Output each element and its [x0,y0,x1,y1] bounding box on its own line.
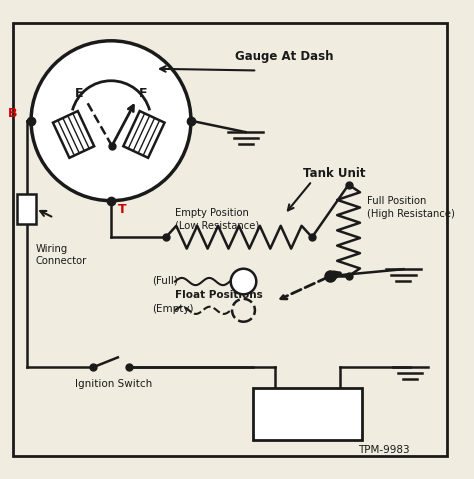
Bar [123,111,164,158]
Text: Wiring
Connector: Wiring Connector [36,244,87,266]
Text: (Empty): (Empty) [152,304,194,314]
Text: Ignition Switch: Ignition Switch [75,379,152,389]
Circle shape [231,269,256,294]
Text: E: E [75,87,83,100]
Text: Full Position
(High Resistance): Full Position (High Resistance) [367,196,455,219]
Bar [253,388,362,441]
Text: B: B [8,107,18,120]
Circle shape [31,41,191,201]
Text: Battery: Battery [281,408,334,421]
Text: Tank Unit: Tank Unit [303,167,365,180]
Bar [18,194,36,224]
Bar [53,111,94,158]
Text: (Full): (Full) [152,275,178,285]
Text: Float Positions: Float Positions [175,290,263,300]
Text: Empty Position
(Low Resistance): Empty Position (Low Resistance) [175,208,259,230]
Text: F: F [139,87,147,100]
Text: T: T [118,203,127,217]
Text: Gauge At Dash: Gauge At Dash [236,50,334,63]
Text: TPM-9983: TPM-9983 [358,445,410,455]
